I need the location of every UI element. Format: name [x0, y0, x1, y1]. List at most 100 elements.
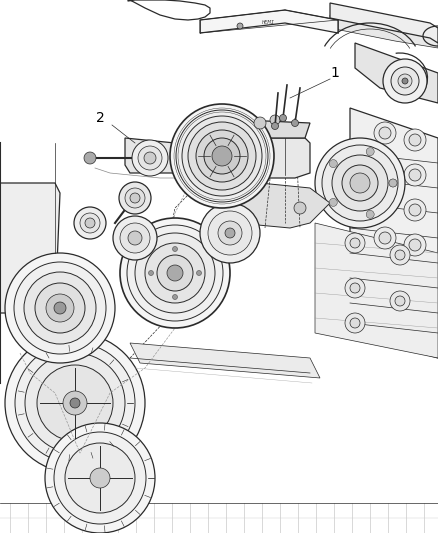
- Circle shape: [350, 238, 360, 248]
- Circle shape: [345, 278, 365, 298]
- Circle shape: [176, 110, 268, 202]
- Circle shape: [85, 218, 95, 228]
- Circle shape: [294, 202, 306, 214]
- Circle shape: [144, 152, 156, 164]
- Polygon shape: [350, 108, 438, 358]
- Circle shape: [145, 243, 205, 303]
- Circle shape: [113, 216, 157, 260]
- Circle shape: [70, 398, 80, 408]
- Circle shape: [135, 233, 215, 313]
- Polygon shape: [0, 183, 60, 313]
- Circle shape: [315, 138, 405, 228]
- Circle shape: [24, 272, 96, 344]
- Circle shape: [218, 221, 242, 245]
- Circle shape: [350, 173, 370, 193]
- Circle shape: [239, 187, 251, 199]
- Circle shape: [120, 218, 230, 328]
- Circle shape: [404, 199, 426, 221]
- Circle shape: [208, 211, 252, 255]
- Polygon shape: [200, 10, 338, 33]
- Circle shape: [37, 365, 113, 441]
- Polygon shape: [130, 343, 320, 378]
- Circle shape: [389, 179, 397, 187]
- Circle shape: [197, 271, 201, 276]
- Polygon shape: [195, 118, 310, 138]
- Circle shape: [350, 318, 360, 328]
- Circle shape: [391, 67, 419, 95]
- Circle shape: [409, 239, 421, 251]
- Circle shape: [390, 245, 410, 265]
- Polygon shape: [315, 223, 438, 358]
- Circle shape: [379, 162, 391, 174]
- Polygon shape: [355, 43, 438, 103]
- Circle shape: [329, 159, 337, 167]
- Circle shape: [25, 353, 125, 453]
- Polygon shape: [185, 138, 310, 178]
- Circle shape: [292, 119, 299, 126]
- Circle shape: [84, 152, 96, 164]
- Circle shape: [119, 182, 151, 214]
- Polygon shape: [330, 3, 438, 43]
- Circle shape: [402, 78, 408, 84]
- Circle shape: [132, 140, 168, 176]
- Circle shape: [15, 343, 135, 463]
- Circle shape: [389, 179, 397, 187]
- Circle shape: [395, 250, 405, 260]
- Circle shape: [74, 207, 106, 239]
- Circle shape: [46, 294, 74, 322]
- Circle shape: [5, 333, 145, 473]
- Circle shape: [225, 228, 235, 238]
- Circle shape: [138, 146, 162, 170]
- Circle shape: [350, 283, 360, 293]
- Circle shape: [395, 296, 405, 306]
- Circle shape: [342, 165, 378, 201]
- Circle shape: [409, 169, 421, 181]
- Circle shape: [212, 146, 232, 166]
- Circle shape: [54, 302, 66, 314]
- Circle shape: [80, 213, 100, 233]
- Circle shape: [366, 148, 374, 156]
- Circle shape: [167, 265, 183, 281]
- Circle shape: [272, 123, 279, 130]
- Circle shape: [14, 262, 106, 354]
- Circle shape: [45, 423, 155, 533]
- Circle shape: [270, 115, 280, 125]
- Circle shape: [329, 198, 337, 206]
- Circle shape: [254, 117, 266, 129]
- Circle shape: [322, 145, 398, 221]
- Circle shape: [374, 122, 396, 144]
- Circle shape: [237, 23, 243, 29]
- Circle shape: [128, 231, 142, 245]
- Circle shape: [404, 164, 426, 186]
- Circle shape: [5, 253, 115, 363]
- Circle shape: [120, 223, 150, 253]
- Circle shape: [188, 122, 256, 190]
- Circle shape: [196, 130, 248, 182]
- Circle shape: [279, 115, 286, 122]
- Circle shape: [127, 225, 223, 321]
- Circle shape: [35, 283, 85, 333]
- Circle shape: [182, 116, 262, 196]
- Circle shape: [374, 157, 396, 179]
- Circle shape: [345, 233, 365, 253]
- Circle shape: [148, 271, 153, 276]
- Circle shape: [398, 74, 412, 88]
- Circle shape: [409, 134, 421, 146]
- Circle shape: [65, 443, 135, 513]
- Circle shape: [332, 155, 388, 211]
- Circle shape: [404, 234, 426, 256]
- Circle shape: [379, 232, 391, 244]
- Circle shape: [173, 246, 177, 252]
- Circle shape: [170, 104, 274, 208]
- Circle shape: [54, 432, 146, 524]
- Text: 2: 2: [95, 111, 104, 125]
- Circle shape: [130, 193, 140, 203]
- Circle shape: [157, 255, 193, 291]
- Circle shape: [404, 129, 426, 151]
- Circle shape: [374, 227, 396, 249]
- Circle shape: [379, 127, 391, 139]
- Circle shape: [173, 295, 177, 300]
- Polygon shape: [330, 15, 438, 48]
- Polygon shape: [220, 178, 330, 228]
- Circle shape: [125, 188, 145, 208]
